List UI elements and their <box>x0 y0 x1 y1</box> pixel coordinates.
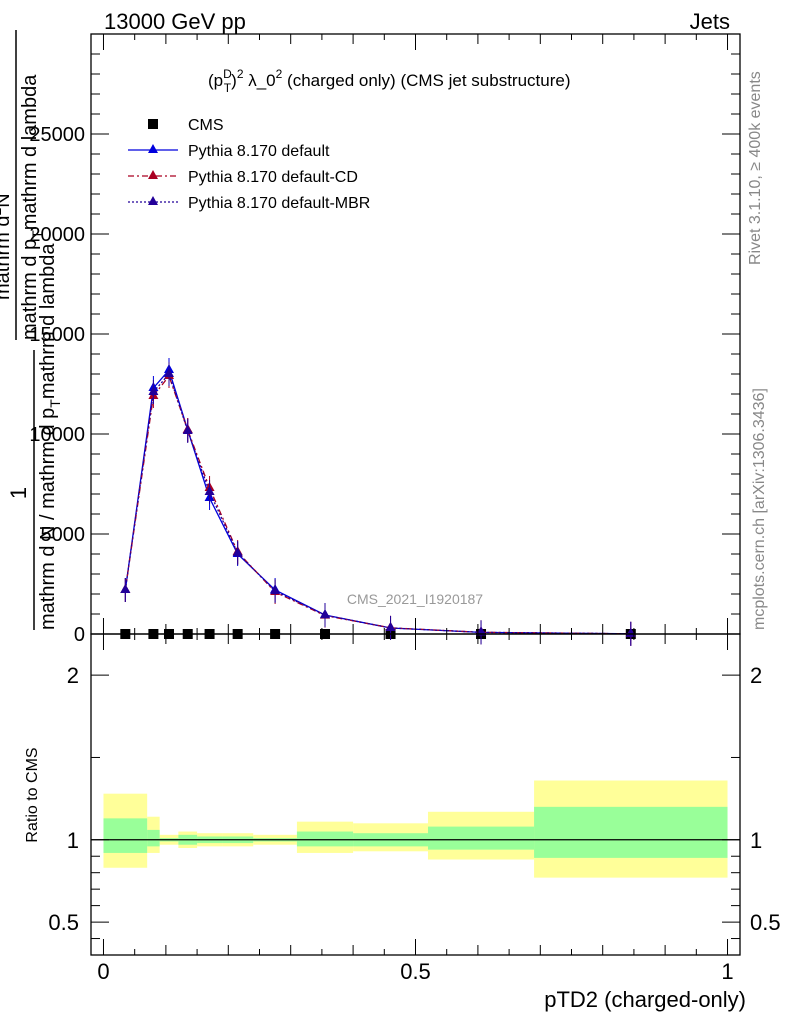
ratio-ytick-label: 2 <box>67 663 79 688</box>
ylabel-numerator-1: 1 <box>6 487 31 499</box>
header-left: 13000 GeV pp <box>104 9 246 34</box>
series-marker-3 <box>232 547 243 556</box>
ratio-band-layer <box>91 780 740 878</box>
main-axes: 0 5000 10000 15000 20000 25000 <box>29 33 741 646</box>
series-marker-3 <box>164 368 175 377</box>
main-ytick-label: 0 <box>74 624 85 646</box>
series-marker-3 <box>148 386 159 395</box>
ratio-axes: 0.5 0.5 1 1 2 2 0 0.5 1 <box>48 633 781 984</box>
main-ytick-label: 10000 <box>29 424 85 446</box>
ylabel-den-2a: mathrm d p <box>19 239 41 340</box>
watermark: CMS_2021_I1920187 <box>347 591 483 607</box>
rivet-label: Rivet 3.1.10, ≥ 400k events <box>747 71 764 265</box>
header-right: Jets <box>690 9 730 34</box>
x-tick-label: 0.5 <box>400 959 431 984</box>
ylabel-num-2a: mathrm d <box>0 216 14 300</box>
main-ytick-label: 5000 <box>41 524 86 546</box>
legend-entry-default: Pythia 8.170 default <box>128 143 330 160</box>
series-marker-3 <box>204 486 215 495</box>
ratio-ytick-label-right: 2 <box>750 663 762 688</box>
ratio-ytick-label-right: 1 <box>750 828 762 853</box>
series-marker-3 <box>320 609 331 619</box>
svg-text:mathrm d2N: mathrm d2N <box>0 193 14 300</box>
main-ytick-label: 25000 <box>29 124 85 146</box>
ratio-ytick-label-right: 0.5 <box>750 910 781 935</box>
ratio-band-stat <box>534 806 728 858</box>
series-marker-3 <box>476 626 487 636</box>
legend-entry-default-cd: Pythia 8.170 default-CD <box>128 169 358 186</box>
legend-label-default: Pythia 8.170 default <box>188 143 330 160</box>
ylabel-num-2sup: 2 <box>0 208 4 216</box>
legend-label-default-mbr: Pythia 8.170 default-MBR <box>188 195 370 212</box>
main-plot-title: (pD T)2 λ_02 (charged only) (CMS jet subs… <box>208 67 570 95</box>
mcplots-label: mcplots.cern.ch [arXiv:1306.3436] <box>751 388 768 630</box>
series-line-3 <box>124 372 631 635</box>
main-y-label: 1 mathrm d N / mathrm d pTmathrm d lambd… <box>0 30 63 630</box>
x-tick-label: 1 <box>721 959 733 984</box>
x-tick-label: 0 <box>97 959 109 984</box>
ratio-ytick-label: 0.5 <box>48 910 79 935</box>
legend-entry-default-mbr: Pythia 8.170 default-MBR <box>128 195 370 212</box>
ratio-y-label: Ratio to CMS <box>24 747 41 842</box>
main-ytick-label: 15000 <box>29 324 85 346</box>
legend-label-default-cd: Pythia 8.170 default-CD <box>188 169 358 186</box>
legend-label-cms: CMS <box>188 117 224 134</box>
series-marker-3 <box>270 585 281 594</box>
svg-text:mathrm d pTmathrm d lambda: mathrm d pTmathrm d lambda <box>19 74 45 340</box>
ylabel-num-2b: N <box>0 193 14 207</box>
series-marker-3 <box>120 584 131 593</box>
ylabel-den-1a: mathrm d N / mathrm d p <box>37 408 59 630</box>
ylabel-den-1sub: T <box>47 399 63 408</box>
ylabel-den-2sub: T <box>29 230 45 239</box>
ratio-band-stat <box>147 829 160 847</box>
x-axis-label: pTD2 (charged-only) <box>544 987 746 1012</box>
svg-text:mathrm d N / mathrm d pTmathrm: mathrm d N / mathrm d pTmathrm d lambda <box>37 243 63 630</box>
ratio-band-stat <box>296 831 354 847</box>
main-ytick-label: 20000 <box>29 224 85 246</box>
ylabel-den-2b: mathrm d lambda <box>19 74 41 230</box>
series-marker-3 <box>182 425 193 434</box>
legend: CMS Pythia 8.170 default Pythia 8.170 de… <box>128 117 370 212</box>
ratio-band-stat <box>103 818 148 853</box>
ylabel-den-1b: mathrm d lambda <box>37 243 59 399</box>
ratio-ytick-label: 1 <box>67 828 79 853</box>
ratio-band-stat <box>427 826 535 850</box>
legend-entry-cms: CMS <box>148 117 224 134</box>
series-marker-3 <box>385 621 396 631</box>
